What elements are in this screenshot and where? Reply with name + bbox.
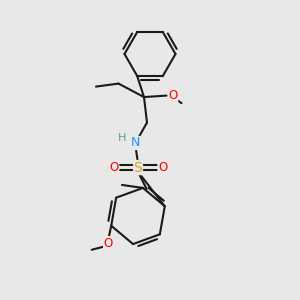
Text: O: O [110,161,118,174]
Text: O: O [103,237,113,250]
Text: O: O [169,89,178,102]
Text: N: N [131,136,140,149]
Text: H: H [118,134,127,143]
Text: S: S [134,160,142,175]
Text: O: O [158,161,167,174]
